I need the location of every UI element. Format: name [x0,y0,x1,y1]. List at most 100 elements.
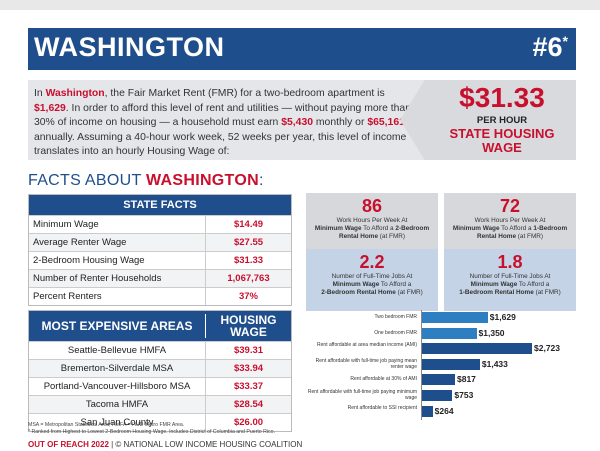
chart-category-label: Two bedroom FMR [374,314,417,320]
row-label: Bremerton-Silverdale MSA [60,363,174,374]
row-label: Percent Renters [33,291,102,302]
card-line: (at FMR) [533,289,561,297]
facts-title-prefix: FACTS ABOUT [28,172,146,189]
rank-footnote-mark: * [562,33,568,49]
table-row: Portland-Vancouver-Hillsboro MSA $33.37 [29,377,291,395]
card-line: To Afford a [361,225,396,233]
table-row: Average Renter Wage $27.55 [29,233,291,251]
row-value: $39.31 [205,342,291,359]
state-facts-table: STATE FACTS Minimum Wage $14.49 Average R… [28,194,292,306]
card-text: Work Hours Per Week At Minimum Wage To Af… [306,217,438,242]
intro-monthly: $5,430 [281,117,314,128]
state-header: WASHINGTON #6* [28,28,576,70]
chart-bar [422,312,488,323]
card-bold: 1-Bedroom Rental Home [459,289,534,297]
rent-affordability-chart: Two bedroom FMR $1,629 One bedroom FMR $1,3… [306,310,576,422]
chart-bar [422,327,477,339]
state-facts-header: STATE FACTS [29,195,291,215]
row-value: $31.33 [205,252,291,269]
intro-fmr: $1,629 [34,102,66,114]
intro-text-2: , the Fair Market Rent (FMR) for a two-b… [104,88,385,99]
card-line: Work Hours Per Week At [336,217,408,224]
card-number: 1.8 [497,252,523,272]
row-label: Seattle-Bellevue HMFA [67,345,167,356]
card-bold: Minimum Wage [314,225,362,233]
row-value: $28.54 [205,396,291,413]
chart-value-label: $264 [434,405,454,416]
card-jobs-1br: 1.8 Number of Full-Time Jobs At Minimum W… [444,249,576,311]
chart-axis [421,310,422,420]
card-number: 72 [499,196,521,216]
intro-text-4: monthly or [313,117,368,128]
state-name: WASHINGTON [34,32,225,62]
card-bold: 1-Bedroom [533,225,568,233]
chart-bar [422,374,455,386]
row-label: Number of Renter Households [33,273,162,284]
chart-category-label: One bedroom FMR [374,329,417,336]
card-hours-2br: 86 Work Hours Per Week At Minimum Wage To… [306,193,438,255]
row-label: Minimum Wage [33,219,99,230]
row-label: Tacoma HMFA [85,399,149,410]
chart-bar [422,390,453,401]
card-bold: Rental Home [338,233,379,241]
intro-text-1: In [34,88,46,99]
card-text: Number of Full-Time Jobs At Minimum Wage … [306,273,438,298]
footnote: MSA = Metropolitan Statistical Area; HMF… [28,422,275,436]
card-jobs-2br: 2.2 Number of Full-Time Jobs At Minimum W… [306,249,438,311]
chart-value-label: $1,433 [481,358,508,369]
table-row: Seattle-Bellevue HMFA $39.31 [29,341,291,359]
card-number: 2.2 [359,252,385,272]
row-label: Portland-Vancouver-Hillsboro MSA [43,381,191,392]
chart-category-label: Rent affordable at area median income (A… [317,342,417,349]
row-value: $26.00 [205,414,291,431]
row-label: 2-Bedroom Housing Wage [33,255,145,266]
card-line: To Afford a [499,225,534,233]
card-line: Number of Full-Time Jobs At [469,273,551,280]
card-text: Work Hours Per Week At Minimum Wage To Af… [444,217,576,242]
housing-wage-label: STATE HOUSING WAGE [449,126,555,155]
chart-value-label: $1,350 [478,327,505,338]
card-bold: 2-Bedroom Rental Home [321,289,396,297]
chart-bar [422,358,480,370]
expensive-areas-table: MOST EXPENSIVE AREAS HOUSING WAGE Seattl… [28,310,292,432]
card-bold: Minimum Wage [470,281,518,289]
row-label: Average Renter Wage [33,237,127,248]
housing-wage-box: $31.33 PER HOUR STATE HOUSING WAGE [400,80,576,160]
card-line: (at FMR) [516,233,544,241]
table-row: Bremerton-Silverdale MSA $33.94 [29,359,291,377]
top-bar [0,0,600,10]
facts-title-state: WASHINGTON [146,172,259,189]
table-row: 2-Bedroom Housing Wage $31.33 [29,251,291,269]
housing-wage-amount: $31.33 [459,82,545,113]
card-line: To Afford a [517,281,550,289]
intro-annual: $65,161 [367,117,405,128]
card-bold: Minimum Wage [452,225,500,233]
footer-brand: OUT OF REACH 2022 [28,440,109,449]
row-value: 37% [205,288,291,305]
chart-bar [422,343,532,355]
table-row: Minimum Wage $14.49 [29,215,291,233]
row-value: 1,067,763 [205,270,291,287]
table-row: San Juan County $26.00 [29,413,291,431]
chart-category-label: Rent affordable with full-time job payin… [315,357,417,370]
housing-wage-background [400,80,576,160]
expensive-areas-header-right: HOUSING WAGE [205,314,291,338]
intro-text-5: annually. Assuming a 40-hour work week, … [34,131,407,158]
chart-value-label: $753 [454,390,474,400]
footnote-line-2: * Ranked from Highest to Lowest 2-Bedroo… [28,429,275,435]
chart-category-label: Rent affordable to SSI recipient [347,404,417,411]
housing-wage-per: PER HOUR [476,115,528,126]
card-line: To Afford a [379,281,412,289]
card-bold: Minimum Wage [332,281,380,289]
table-row: Tacoma HMFA $28.54 [29,395,291,413]
chart-category-label: Rent affordable with full-time job payin… [307,389,417,402]
intro-paragraph: In Washington, the Fair Market Rent (FMR… [28,80,428,160]
row-label: San Juan County [80,417,154,428]
card-line: (at FMR) [378,233,406,241]
chart-value-label: $817 [457,374,476,385]
table-row: Percent Renters 37% [29,287,291,305]
chart-value-label: $1,629 [489,312,516,322]
chart-value-label: $2,723 [534,343,560,354]
chart-category-label: Rent affordable at 30% of AMI [350,376,417,383]
expensive-areas-header-left: MOST EXPENSIVE AREAS [41,319,193,333]
